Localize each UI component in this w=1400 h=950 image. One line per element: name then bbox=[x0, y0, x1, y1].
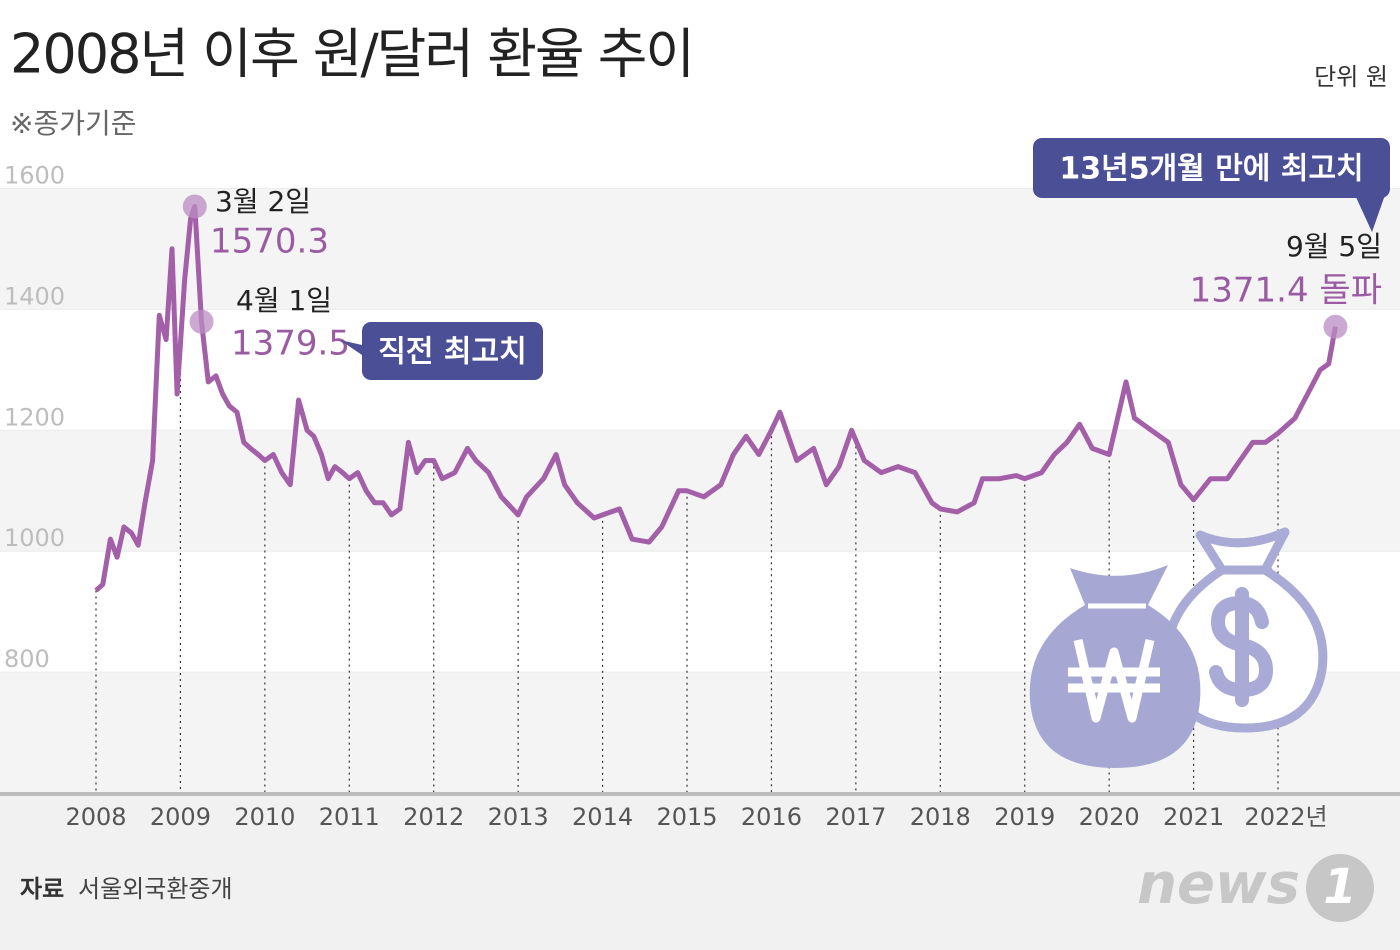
x-tick-label: 2008 bbox=[65, 803, 126, 831]
x-tick-label: 2020 bbox=[1079, 803, 1140, 831]
y-tick-label: 1200 bbox=[4, 403, 65, 431]
logo-circle bbox=[1306, 854, 1374, 922]
annotation-value: 1570.3 bbox=[210, 222, 329, 262]
annotation-date: 9월 5일 bbox=[1286, 230, 1382, 263]
x-tick-label: 2019 bbox=[994, 803, 1055, 831]
y-tick-label: 800 bbox=[4, 645, 50, 673]
x-tick-label: 2018 bbox=[910, 803, 971, 831]
x-tick-label: 2009 bbox=[150, 803, 211, 831]
plot-area bbox=[94, 194, 1348, 593]
source: 서울외국환중개 bbox=[78, 875, 233, 903]
x-tick-label: 2011 bbox=[319, 803, 380, 831]
y-tick-label: 1600 bbox=[4, 162, 65, 190]
x-tick-label: 2016 bbox=[741, 803, 802, 831]
x-tick-label: 2012 bbox=[403, 803, 464, 831]
data-line bbox=[94, 204, 1338, 593]
x-tick-label: 2021 bbox=[1163, 803, 1224, 831]
annotation-dot bbox=[189, 309, 214, 334]
callout-box bbox=[1033, 138, 1390, 198]
unit-note: 단위 원 bbox=[1314, 63, 1388, 91]
plot-band bbox=[0, 430, 1400, 552]
logo-text: news bbox=[1137, 852, 1300, 917]
plot-band bbox=[0, 188, 1400, 310]
chart-title: 2008년 이후 원/달러 환율 추이 bbox=[10, 23, 693, 86]
annotation-dot bbox=[1323, 314, 1348, 339]
callout-text: 13년5개월 만에 최고치 bbox=[1059, 152, 1363, 187]
footer-background bbox=[0, 795, 1400, 950]
y-tick-label: 1000 bbox=[4, 524, 65, 552]
plot-bands bbox=[0, 188, 1400, 793]
callout-text: 직전 최고치 bbox=[378, 335, 526, 370]
annotation-value: 1379.5 bbox=[231, 324, 350, 364]
annotation-value: 1371.4 돌파 bbox=[1190, 271, 1382, 311]
x-tick-label: 2014 bbox=[572, 803, 633, 831]
won-bag-icon bbox=[1029, 565, 1201, 768]
subtitle: ※종가기준 bbox=[10, 107, 137, 140]
annotation-date: 3월 2일 bbox=[215, 185, 311, 218]
callout-tail bbox=[1355, 195, 1385, 232]
source-label: 자료 bbox=[20, 875, 64, 903]
x-tick-label: 2015 bbox=[656, 803, 717, 831]
x-tick-label: 2017 bbox=[825, 803, 886, 831]
x-tick-label: 2013 bbox=[488, 803, 549, 831]
y-tick-label: 1400 bbox=[4, 282, 65, 310]
x-tick-label: 2010 bbox=[234, 803, 295, 831]
annotation-dot bbox=[182, 194, 207, 219]
annotation-date: 4월 1일 bbox=[236, 284, 332, 317]
x-tick-label: 2022년 bbox=[1244, 803, 1327, 831]
callout-tail bbox=[340, 340, 362, 355]
callout-box bbox=[362, 322, 543, 380]
logo-number: 1 bbox=[1323, 859, 1356, 915]
